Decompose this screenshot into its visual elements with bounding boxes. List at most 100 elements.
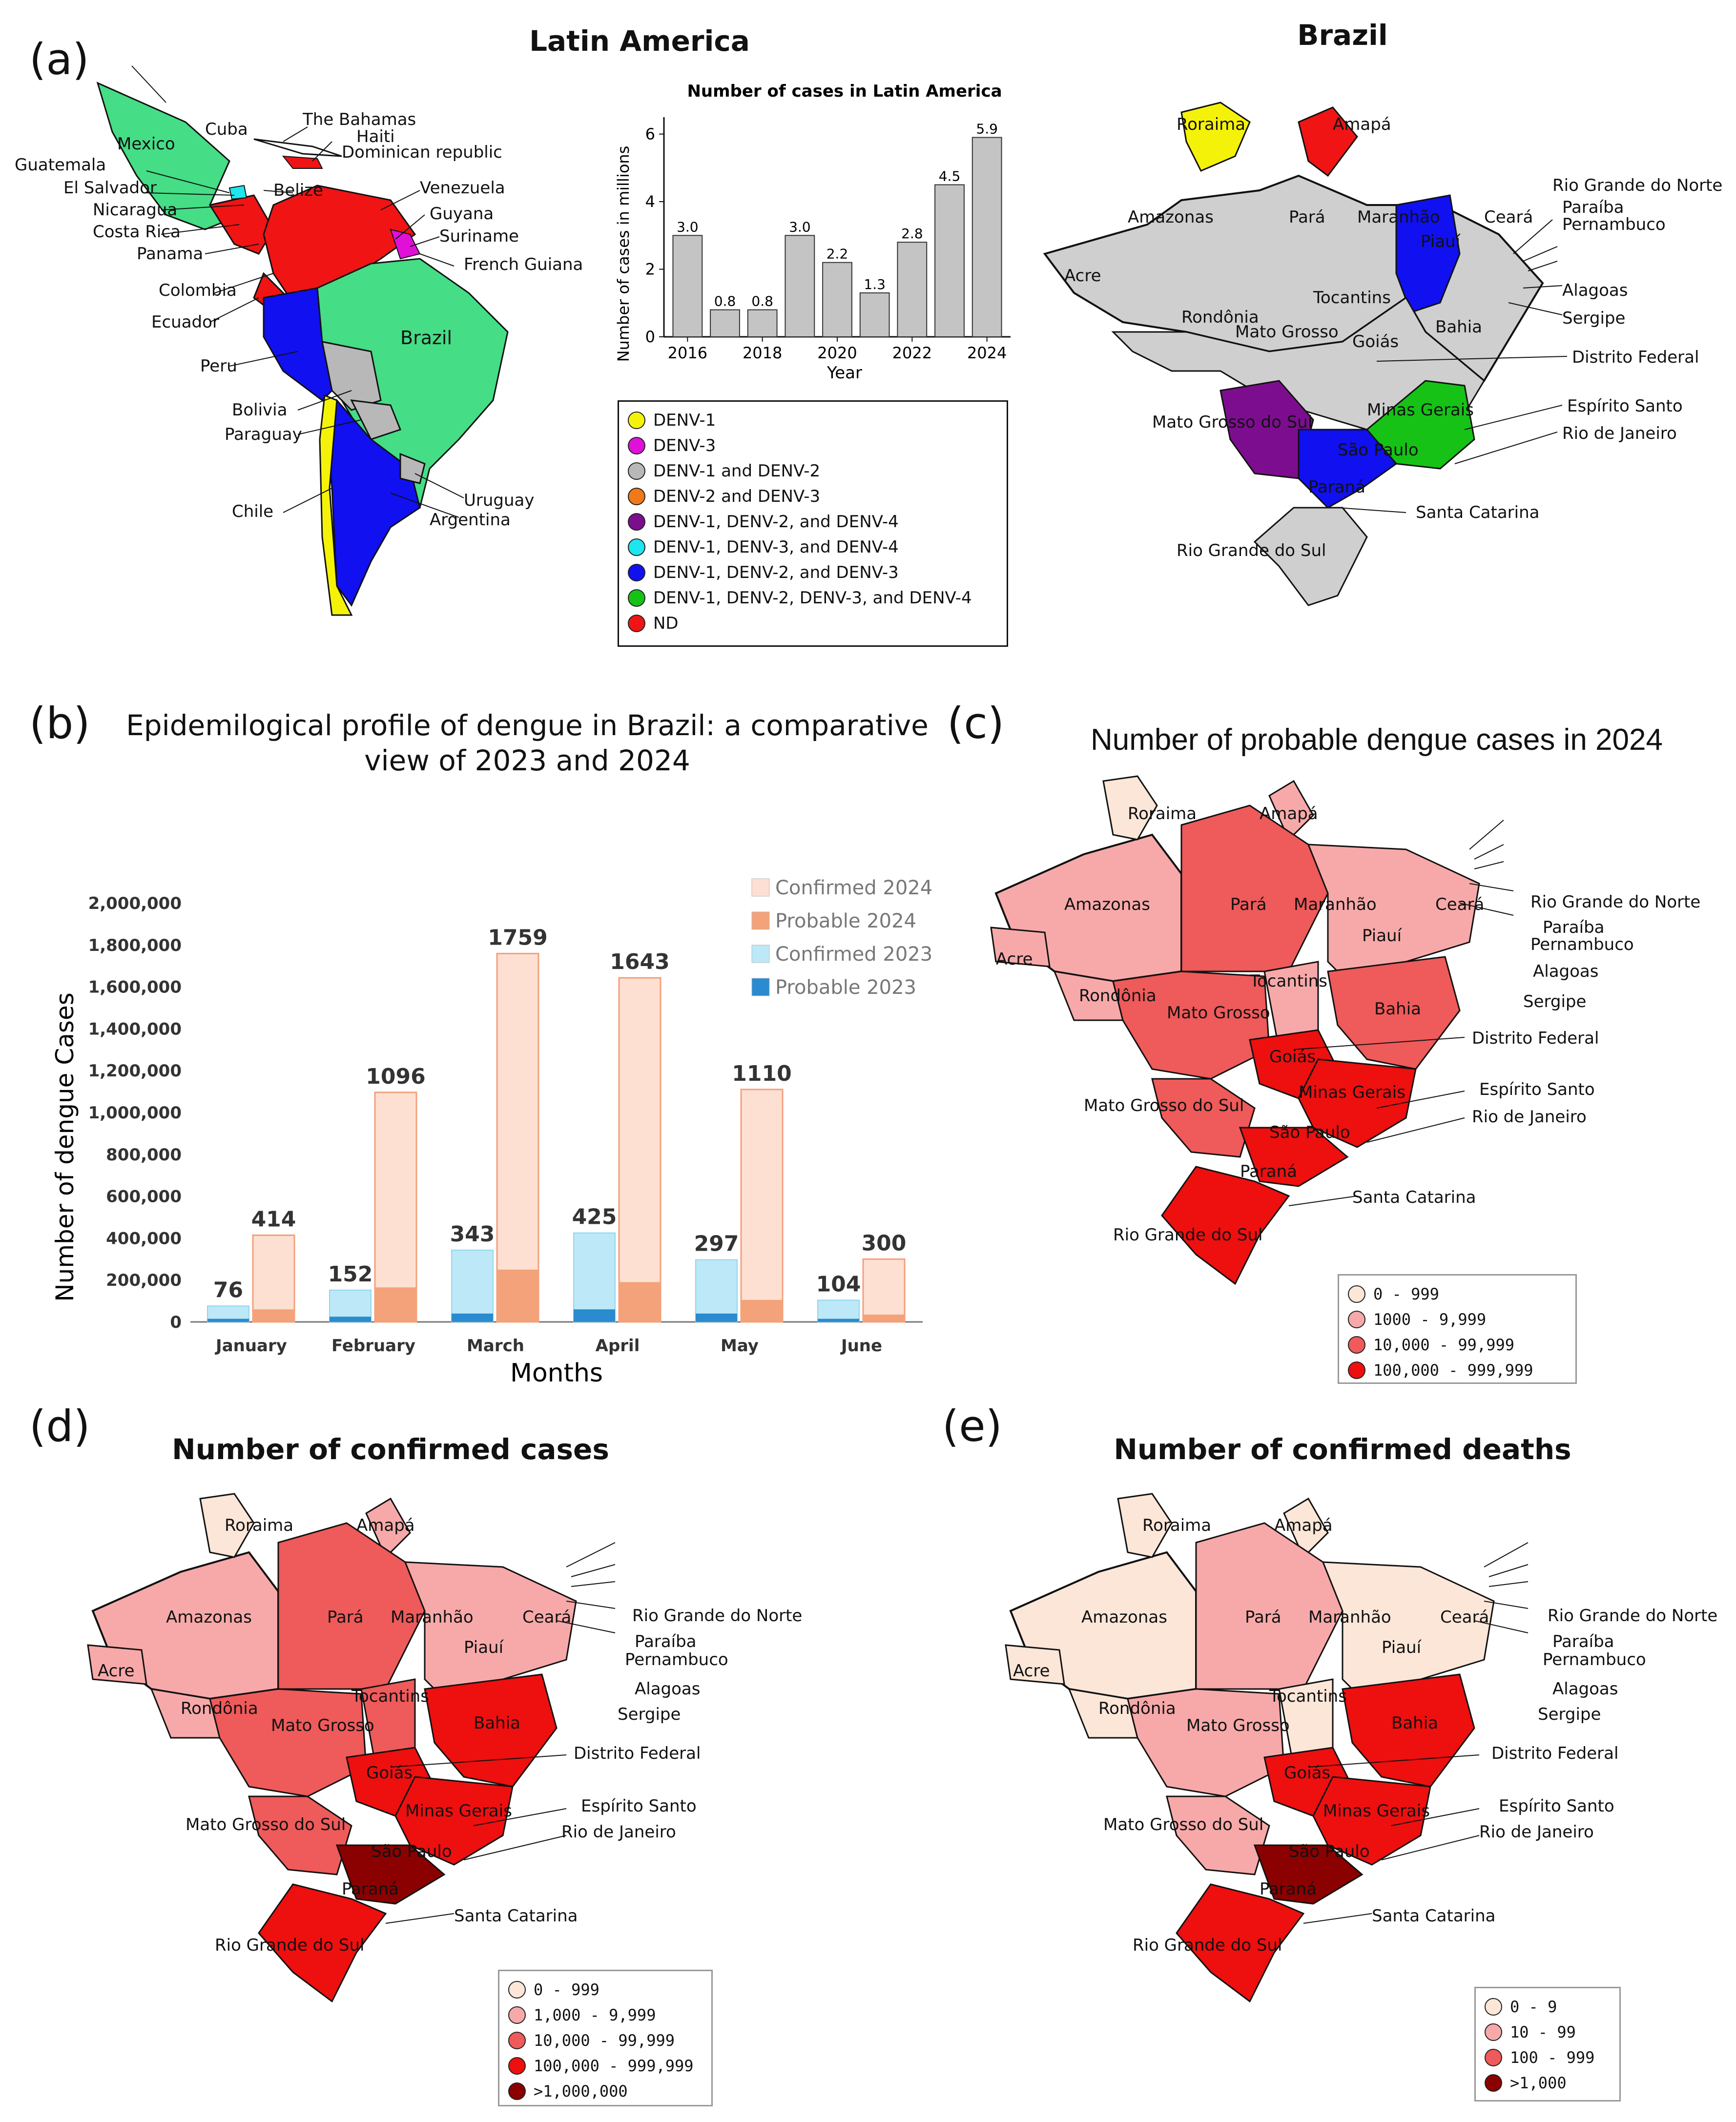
c-lab-parana: Paraná: [1240, 1162, 1298, 1181]
c-lab-df: Distrito Federal: [1472, 1029, 1599, 1048]
legend-label: DENV-1, DENV-2, DENV-3, and DENV-4: [653, 588, 972, 608]
e-ne: [1322, 1561, 1495, 1700]
e-lab-rgn: Rio Grande do Norte: [1548, 1606, 1718, 1626]
e-lab-parana: Paraná: [1260, 1879, 1317, 1899]
dengue-ytick-label: 400,000: [106, 1229, 182, 1248]
latam-ytick-label: 2: [645, 260, 655, 279]
dengue-ytick-label: 1,200,000: [88, 1061, 182, 1081]
e-lab-mato-grosso: Mato Grosso: [1186, 1716, 1290, 1735]
latam-bar-label-2022: 2.8: [901, 226, 923, 242]
e-lab-maranhao: Maranhão: [1308, 1607, 1391, 1627]
legend-swatch: [628, 437, 645, 454]
label-cuba: Cuba: [205, 120, 248, 139]
panel-b-title-line1: Epidemilogical profile of dengue in Braz…: [126, 709, 929, 742]
legend-label: 100,000 - 999,999: [534, 2057, 694, 2075]
d-south: [258, 1883, 387, 2003]
dengue-ytick-label: 600,000: [106, 1187, 182, 1207]
a-ms: Mato Grosso do Sul: [1152, 412, 1313, 432]
e-mato-grosso: [1127, 1688, 1285, 1797]
panel-d-legend-item: >1,000,000: [508, 2079, 703, 2104]
panel-d-title: Number of confirmed cases: [172, 1433, 609, 1466]
legend-swatch: [628, 615, 645, 632]
legend-label: 100 - 999: [1510, 2048, 1595, 2067]
d-lab-sc: Santa Catarina: [454, 1906, 578, 1926]
dengue-legend-swatch: [751, 978, 770, 996]
legend-label: DENV-1, DENV-2, and DENV-4: [653, 512, 899, 532]
dengue-xtick-label-May: May: [721, 1336, 759, 1356]
e-lab-es: Espírito Santo: [1499, 1796, 1614, 1816]
dengue-xtick-label-February: February: [331, 1336, 415, 1356]
c-lab-mato-grosso: Mato Grosso: [1167, 1003, 1270, 1023]
bar-probable-2024-March: [497, 1269, 538, 1322]
bar-probable-2024-February: [375, 1287, 416, 1322]
serotype-legend-item: DENV-1, DENV-2, and DENV-3: [628, 560, 998, 585]
latam-bar-label-2021: 1.3: [864, 276, 886, 292]
legend-swatch: [628, 462, 645, 480]
latam-xtick-label: 2020: [817, 344, 857, 362]
latam-bar-2021: [859, 292, 890, 337]
panel-c-title: Number of probable dengue cases in 2024: [1091, 723, 1663, 757]
d-lab-minas: Minas Gerais: [405, 1801, 512, 1821]
legend-label: 1,000 - 9,999: [534, 2006, 656, 2024]
latam-bar-label-2019: 3.0: [789, 219, 811, 235]
label-peru: Peru: [200, 356, 237, 376]
serotype-legend-item: DENV-1: [628, 408, 998, 433]
latam-bar-label-2017: 0.8: [714, 293, 736, 309]
map-chile: [319, 394, 353, 616]
a-acre: Acre: [1064, 266, 1101, 286]
legend-swatch: [1485, 2049, 1502, 2066]
c-lab-piaui: Piauí: [1362, 926, 1402, 946]
latam-bar-2023: [934, 184, 965, 337]
legend-label: 10,000 - 99,999: [1373, 1336, 1514, 1354]
label-venezuela: Venezuela: [420, 178, 505, 198]
legend-label: >1,000: [1510, 2074, 1567, 2092]
e-lab-goias: Goiás: [1284, 1763, 1331, 1783]
legend-swatch: [508, 1981, 526, 1998]
panel-c-legend-item: 0 - 999: [1348, 1281, 1567, 1307]
latam-xtick-label: 2022: [892, 344, 932, 362]
e-lab-ms: Mato Grosso do Sul: [1103, 1815, 1264, 1834]
d-lab-alagoas: Alagoas: [635, 1679, 701, 1699]
serotype-legend-item: DENV-1 and DENV-2: [628, 458, 998, 484]
latam-bar-label-2024: 5.9: [976, 121, 998, 137]
c-lab-goias: Goiás: [1269, 1047, 1316, 1067]
c-ms: [1151, 1078, 1256, 1158]
dengue-xtick-label-March: March: [467, 1336, 524, 1356]
panel-b-title: Epidemilogical profile of dengue in Braz…: [122, 708, 932, 778]
e-lab-amapa: Amapá: [1274, 1516, 1333, 1535]
e-lab-roraima: Roraima: [1142, 1516, 1212, 1535]
panel-b-title-line2: view of 2023 and 2024: [364, 744, 690, 777]
legend-label: 0 - 999: [1373, 1285, 1439, 1303]
bar-probable-2023-April: [574, 1309, 615, 1322]
legend-label: 0 - 999: [534, 1980, 599, 1999]
legend-swatch: [628, 513, 645, 531]
dengue-legend-label: Probable 2024: [775, 910, 916, 932]
panel-d-legend-item: 0 - 999: [508, 1977, 703, 2002]
legend-label: DENV-1, DENV-3, and DENV-4: [653, 537, 899, 557]
legend-label: ND: [653, 614, 679, 633]
bar-probable-2024-May: [741, 1299, 783, 1322]
legend-swatch: [628, 488, 645, 505]
e-lab-tocantins: Tocantins: [1269, 1687, 1347, 1706]
d-lab-piaui: Piauí: [464, 1638, 504, 1657]
label-argentina: Argentina: [430, 510, 511, 530]
latam-bar-label-2018: 0.8: [751, 293, 773, 309]
d-lab-paraiba: Paraíba: [635, 1632, 697, 1651]
label-guyana: Guyana: [430, 204, 494, 224]
label-2024-February: 1096: [366, 1064, 425, 1089]
a-pernambuco: Pernambuco: [1562, 215, 1666, 234]
legend-swatch: [1348, 1311, 1365, 1328]
latam-xtick-label: 2018: [743, 344, 782, 362]
label-2023-March: 343: [450, 1222, 495, 1247]
label-uruguay: Uruguay: [464, 491, 535, 510]
legend-swatch: [628, 412, 645, 429]
panel-d-legend: 0 - 999 1,000 - 9,999 10,000 - 99,999 100,0…: [498, 1970, 713, 2106]
c-lab-paraiba: Paraíba: [1543, 918, 1605, 937]
d-lab-rgn: Rio Grande do Norte: [632, 1606, 803, 1626]
e-lab-alagoas: Alagoas: [1552, 1679, 1618, 1699]
e-lab-amazonas: Amazonas: [1081, 1607, 1167, 1627]
legend-swatch: [508, 2057, 526, 2075]
c-south: [1161, 1166, 1290, 1285]
bz-a-sp: [1298, 429, 1398, 509]
label-panama: Panama: [137, 244, 204, 264]
